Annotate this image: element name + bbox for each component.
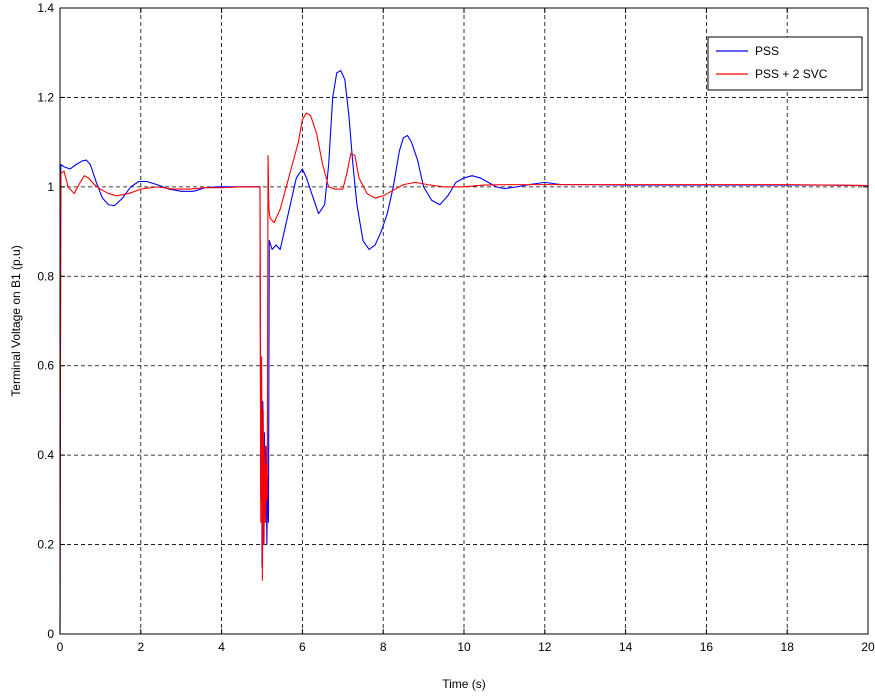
grid <box>60 8 868 634</box>
x-tick-label: 12 <box>538 640 552 654</box>
x-tick-label: 18 <box>781 640 795 654</box>
x-tick-label: 14 <box>619 640 633 654</box>
series-group <box>59 70 869 635</box>
x-tick-label: 0 <box>57 640 64 654</box>
legend: PSS PSS + 2 SVC <box>707 36 863 91</box>
y-tick-label: 1.2 <box>37 90 54 104</box>
series-line-pss-2svc <box>59 112 869 635</box>
y-tick-label: 0.4 <box>37 448 54 462</box>
y-axis-label: Terminal Voltage on B1 (p.u) <box>9 245 23 396</box>
y-tick-label: 0.2 <box>37 538 54 552</box>
legend-box <box>707 36 863 91</box>
y-tick-label: 1 <box>47 180 54 194</box>
x-tick-label: 16 <box>700 640 714 654</box>
ticks: 0 2 4 6 8 10 12 14 16 18 20 0 0.2 0.4 0.6 0.8 1 1.2 1.4 <box>37 1 875 654</box>
y-tick-label: 1.4 <box>37 1 54 15</box>
series-line-pss <box>59 70 869 635</box>
x-tick-label: 4 <box>218 640 225 654</box>
y-tick-label: 0.6 <box>37 359 54 373</box>
x-tick-label: 20 <box>861 640 875 654</box>
legend-label-pss-2svc: PSS + 2 SVC <box>755 67 828 81</box>
x-axis-label: Time (s) <box>442 677 486 691</box>
y-tick-label: 0 <box>47 627 54 641</box>
x-tick-label: 8 <box>380 640 387 654</box>
x-tick-label: 6 <box>299 640 306 654</box>
legend-label-pss: PSS <box>755 44 779 58</box>
x-tick-label: 2 <box>137 640 144 654</box>
x-tick-label: 10 <box>457 640 471 654</box>
y-tick-label: 0.8 <box>37 269 54 283</box>
